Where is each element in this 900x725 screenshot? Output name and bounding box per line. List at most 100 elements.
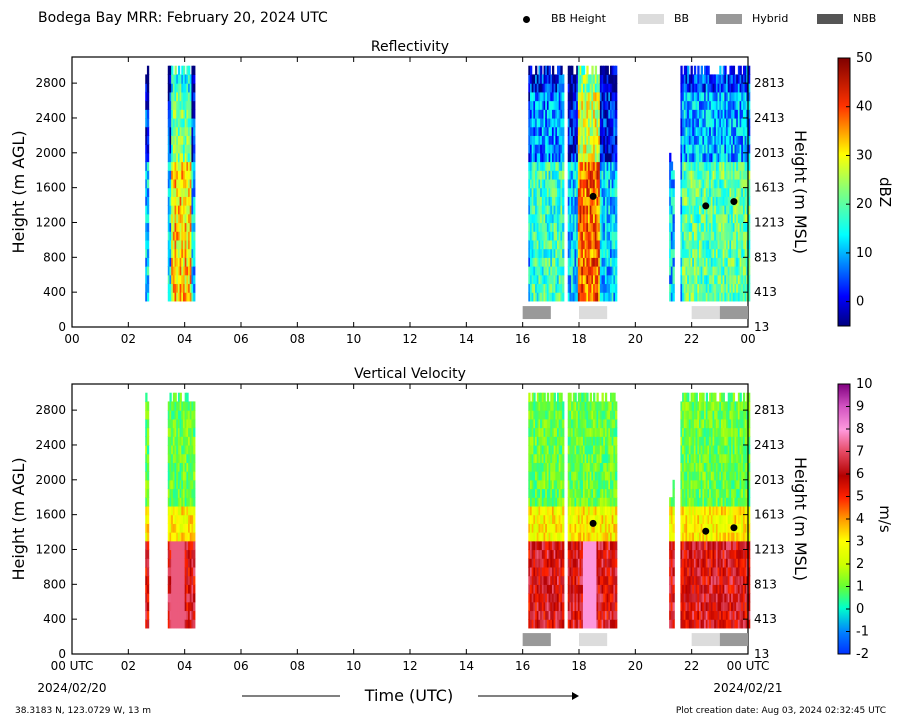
heatmap-cell [692, 117, 695, 128]
heatmap-cell [687, 248, 690, 258]
heatmap-cell [599, 187, 603, 197]
heatmap-cell [588, 283, 591, 293]
heatmap-cell [540, 257, 543, 267]
heatmap-cell [606, 584, 609, 594]
heatmap-cell [615, 462, 618, 472]
heatmap-cell [741, 248, 744, 258]
heatmap-cell [726, 170, 729, 180]
heatmap-cell [167, 74, 171, 84]
heatmap-cell [193, 401, 196, 411]
heatmap-cell [184, 274, 187, 285]
heatmap-cell [177, 444, 181, 455]
heatmap-cell [692, 187, 695, 197]
heatmap-cell [572, 152, 576, 163]
heatmap-cell [670, 283, 674, 293]
heatmap-cell [536, 532, 540, 542]
heatmap-cell [717, 239, 720, 250]
heatmap-cell [545, 549, 548, 559]
heatmap-cell [588, 558, 591, 568]
heatmap-cell [685, 178, 688, 189]
heatmap-cell [184, 514, 187, 524]
heatmap-cell [538, 505, 541, 516]
heatmap-cell [682, 205, 685, 215]
heatmap-cell [579, 266, 582, 276]
heatmap-cell [553, 239, 556, 250]
heatmap-cell [528, 514, 531, 524]
heatmap-cell [146, 74, 150, 84]
heatmap-cell [688, 248, 692, 258]
heatmap-cell [579, 401, 582, 411]
heatmap-cell [609, 410, 613, 420]
heatmap-cell [611, 248, 614, 258]
heatmap-cell [613, 83, 616, 93]
heatmap-cell [546, 91, 550, 102]
heatmap-cell [536, 584, 540, 594]
heatmap-cell [710, 178, 714, 189]
heatmap-cell [670, 566, 674, 577]
heatmap-cell [613, 593, 616, 603]
heatmap-cell [594, 610, 598, 620]
heatmap-cell [688, 239, 692, 250]
heatmap-cell [557, 444, 560, 455]
heatmap-cell [737, 187, 741, 197]
heatmap-cell [545, 584, 548, 594]
heatmap-cell [171, 283, 174, 293]
heatmap-cell [719, 283, 722, 293]
heatmap-cell [529, 418, 533, 429]
heatmap-cell [748, 239, 751, 250]
heatmap-cell [557, 248, 560, 258]
heatmap-cell [557, 471, 560, 481]
heatmap-cell [724, 222, 727, 232]
heatmap-cell [553, 584, 556, 594]
heatmap-cell [572, 178, 576, 189]
heatmap-cell [697, 283, 700, 293]
heatmap-cell [598, 135, 601, 145]
heatmap-cell [538, 266, 541, 276]
heatmap-cell [560, 248, 563, 258]
heatmap-cell [594, 213, 598, 224]
heatmap-cell [533, 161, 536, 171]
heatmap-cell [731, 135, 734, 145]
heatmap-cell [191, 549, 194, 559]
heatmap-cell [176, 257, 179, 267]
heatmap-cell [596, 248, 599, 258]
heatmap-cell [184, 161, 187, 171]
heatmap-cell [615, 196, 618, 206]
heatmap-cell [543, 471, 546, 481]
heatmap-cell [729, 248, 732, 258]
heatmap-cell [682, 231, 685, 241]
heatmap-cell [589, 532, 592, 542]
heatmap-cell [690, 283, 693, 293]
heatmap-cell [545, 514, 548, 524]
heatmap-cell [536, 239, 540, 250]
heatmap-cell [560, 292, 563, 302]
heatmap-cell [181, 292, 184, 302]
heatmap-cell [591, 549, 594, 559]
heatmap-cell [551, 187, 555, 197]
heatmap-cell [533, 593, 536, 603]
heatmap-cell [546, 584, 550, 594]
heatmap-cell [581, 74, 584, 84]
heatmap-cell [588, 453, 591, 463]
heatmap-cell [588, 196, 591, 206]
heatmap-cell [690, 126, 693, 136]
heatmap-cell [608, 514, 611, 524]
heatmap-cell [702, 231, 705, 241]
heatmap-cell [533, 213, 536, 224]
heatmap-cell [181, 427, 184, 437]
heatmap-cell [608, 410, 611, 420]
heatmap-cell [594, 74, 598, 84]
heatmap-cell [594, 257, 598, 267]
heatmap-cell [574, 610, 577, 620]
heatmap-cell [562, 488, 565, 498]
heatmap-cell [695, 126, 698, 136]
heatmap-cell [729, 83, 732, 93]
heatmap-cell [576, 505, 579, 516]
heatmap-cell [707, 213, 710, 224]
heatmap-cell [591, 231, 594, 241]
heatmap-cell [167, 610, 171, 620]
heatmap-cell [581, 453, 584, 463]
heatmap-cell [596, 222, 599, 232]
heatmap-cell [670, 292, 674, 302]
heatmap-cell [598, 558, 601, 568]
